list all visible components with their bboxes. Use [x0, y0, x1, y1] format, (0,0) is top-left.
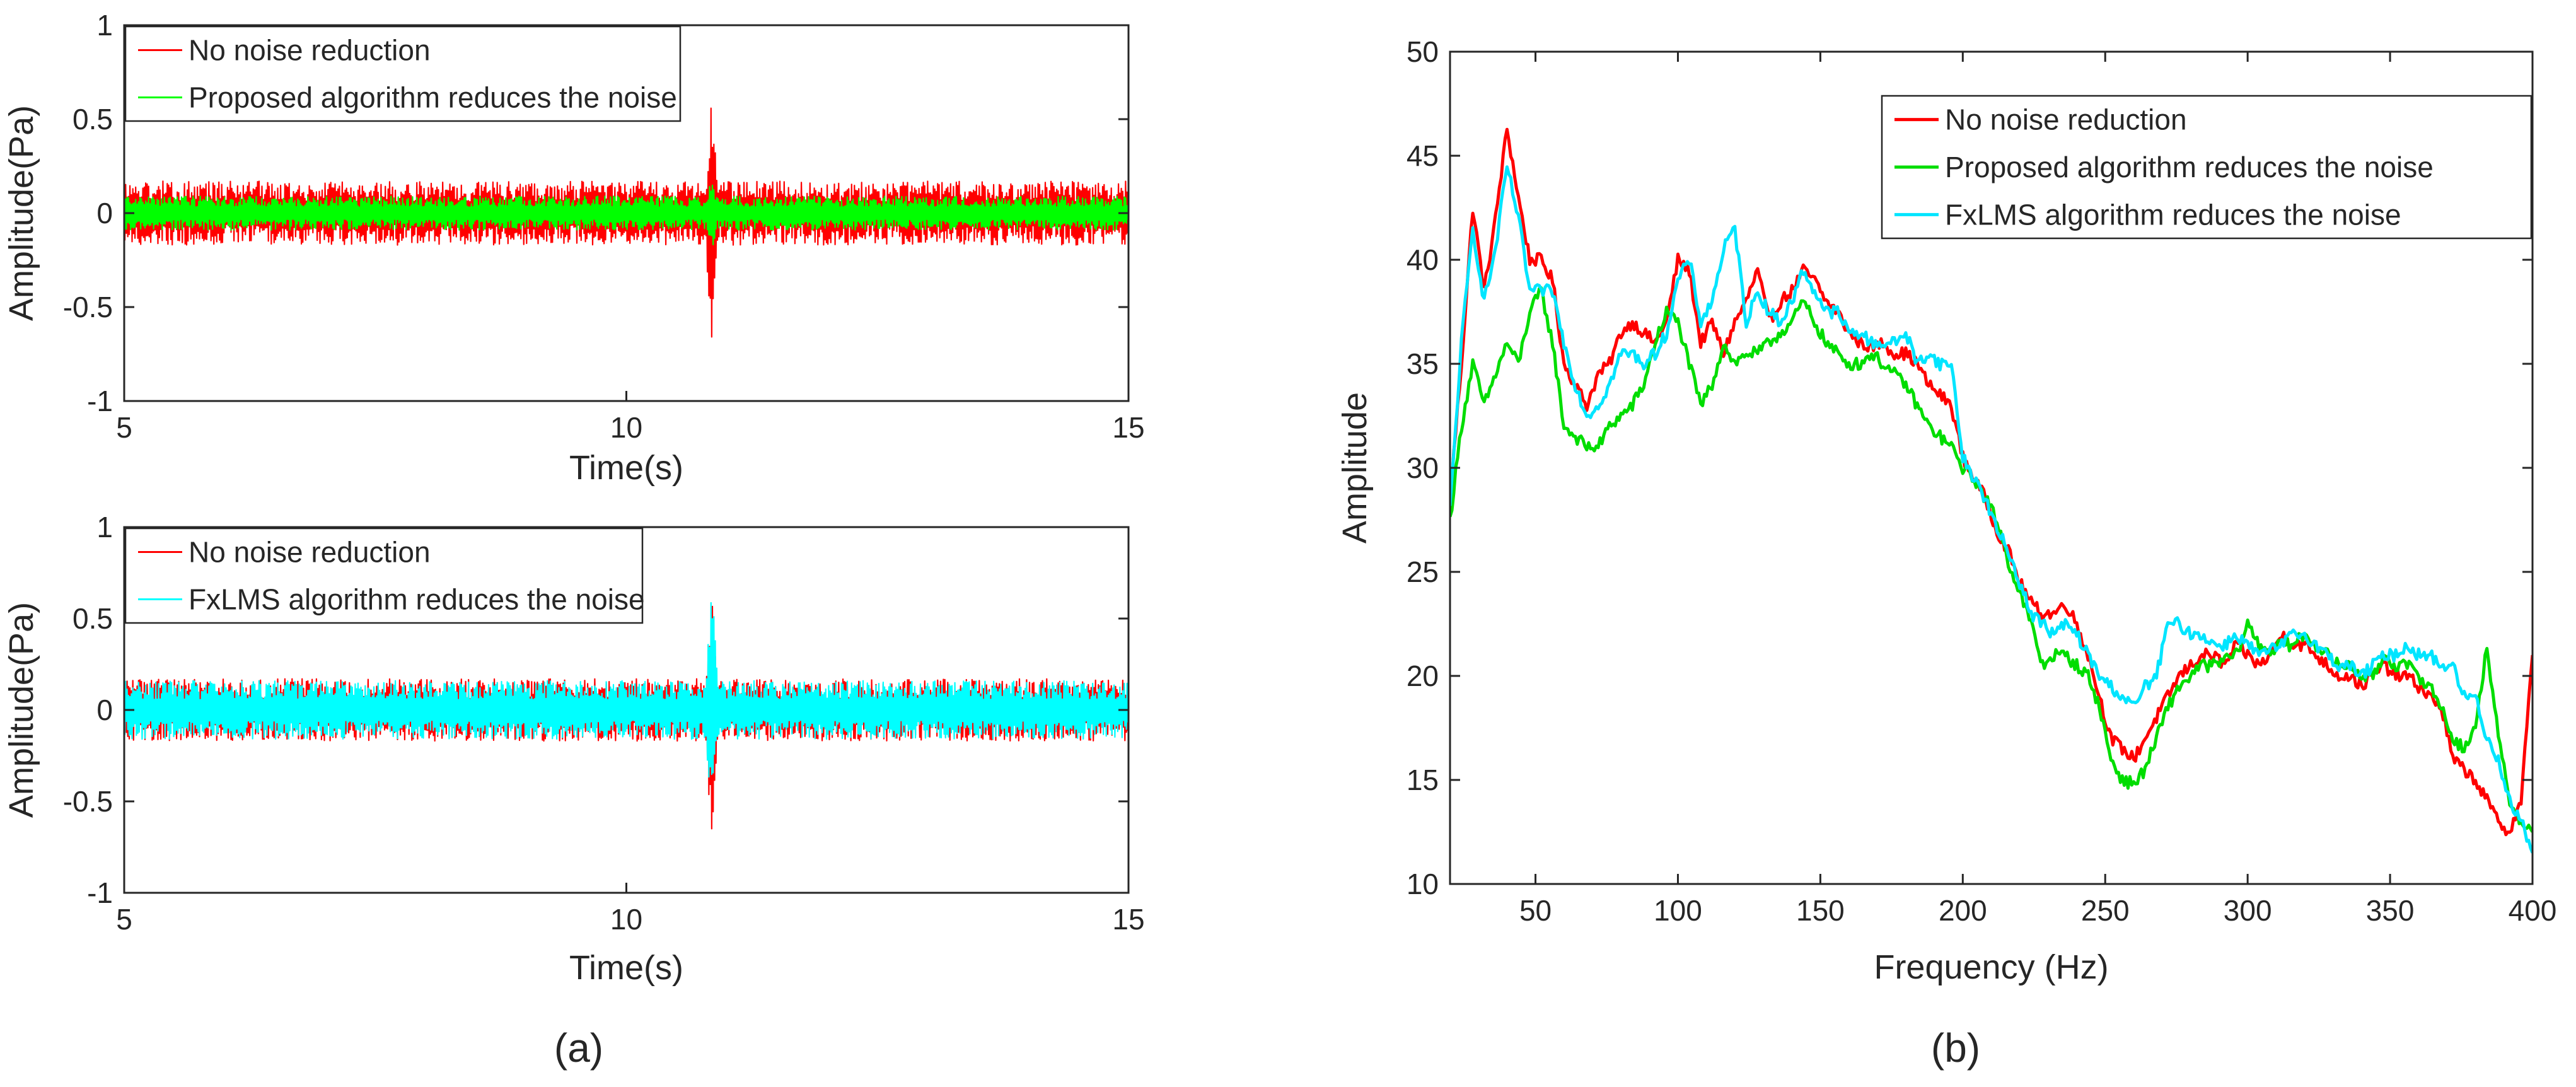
x-tick-label: 5	[116, 411, 132, 444]
y-tick-label: 20	[1407, 660, 1439, 692]
y-tick-label: 1	[96, 511, 113, 544]
series-group	[1450, 127, 2532, 854]
y-tick-label: 30	[1407, 451, 1439, 484]
x-tick-label: 100	[1654, 894, 1702, 927]
legend-box	[124, 25, 682, 122]
legend: No noise reduction FxLMS algorithm reduce…	[124, 527, 645, 624]
x-tick-label: 10	[610, 903, 642, 936]
legend-label-2: Proposed algorithm reduces the noise	[189, 81, 677, 114]
legend-label-1: No noise reduction	[1945, 103, 2187, 136]
chart-right: 50 100 150 200 250 300 350 400 10 15 20 25 30 35 40 45 5…	[1336, 35, 2556, 986]
series-line-1	[1450, 127, 2532, 837]
series-line-3	[1450, 165, 2532, 854]
x-tick-label: 5	[116, 903, 132, 936]
y-tick-label: 25	[1407, 555, 1439, 588]
x-axis-label: Time(s)	[569, 449, 683, 487]
legend-box	[124, 527, 644, 624]
y-tick-label: 50	[1407, 35, 1439, 68]
y-tick-label: 1	[96, 9, 113, 42]
y-axis-label: Amplitude(Pa)	[3, 602, 40, 818]
panel-label-a: (a)	[554, 1025, 603, 1071]
y-tick-label: -0.5	[63, 785, 113, 818]
legend: No noise reduction Proposed algorithm red…	[1881, 95, 2532, 240]
y-tick-label: 0.5	[73, 103, 113, 136]
x-tick-label: 200	[1939, 894, 1987, 927]
y-tick-label: 10	[1407, 868, 1439, 900]
x-tick-label: 250	[2081, 894, 2130, 927]
x-tick-label: 10	[610, 411, 642, 444]
series-line-2	[124, 602, 1128, 778]
legend: No noise reduction Proposed algorithm red…	[124, 25, 682, 122]
y-tick-label: 15	[1407, 764, 1439, 796]
legend-box	[1881, 95, 2532, 240]
legend-label-2: FxLMS algorithm reduces the noise	[189, 583, 645, 616]
legend-label-1: No noise reduction	[189, 34, 431, 67]
series-line-2	[1450, 286, 2532, 833]
chart-top-left: 5 10 15 -1 -0.5 0 0.5 1 Time(s) Amplitude(Pa) No n…	[3, 9, 1145, 487]
y-tick-label: 45	[1407, 139, 1439, 172]
y-tick-label: 0.5	[73, 602, 113, 635]
x-tick-label: 150	[1796, 894, 1845, 927]
y-axis-label: Amplitude(Pa)	[3, 105, 40, 321]
x-tick-label: 15	[1112, 411, 1144, 444]
chart-bottom-left: 5 10 15 -1 -0.5 0 0.5 1 Time(s) Amplitude(Pa) No n…	[3, 511, 1145, 987]
legend-label-2: Proposed algorithm reduces the noise	[1945, 151, 2434, 183]
legend-label-3: FxLMS algorithm reduces the noise	[1945, 198, 2401, 231]
y-tick-label: 0	[96, 197, 113, 230]
x-tick-label: 15	[1112, 903, 1144, 936]
y-tick-label: 40	[1407, 243, 1439, 276]
x-tick-label: 300	[2224, 894, 2272, 927]
series-group	[124, 602, 1128, 830]
y-tick-label: 0	[96, 694, 113, 726]
x-tick-label: 400	[2509, 894, 2557, 927]
x-axis-label: Time(s)	[569, 949, 683, 987]
y-tick-label: -0.5	[63, 291, 113, 323]
y-axis-label: Amplitude	[1336, 392, 1374, 544]
series-group	[124, 107, 1128, 338]
series-line-2	[124, 184, 1128, 246]
x-tick-label: 50	[1519, 894, 1552, 927]
panel-label-b: (b)	[1931, 1025, 1980, 1071]
y-tick-label: -1	[87, 385, 113, 417]
x-tick-label: 350	[2366, 894, 2415, 927]
y-tick-label: -1	[87, 876, 113, 909]
x-axis-label: Frequency (Hz)	[1874, 948, 2108, 986]
legend-label-1: No noise reduction	[189, 536, 431, 569]
y-tick-label: 35	[1407, 347, 1439, 380]
